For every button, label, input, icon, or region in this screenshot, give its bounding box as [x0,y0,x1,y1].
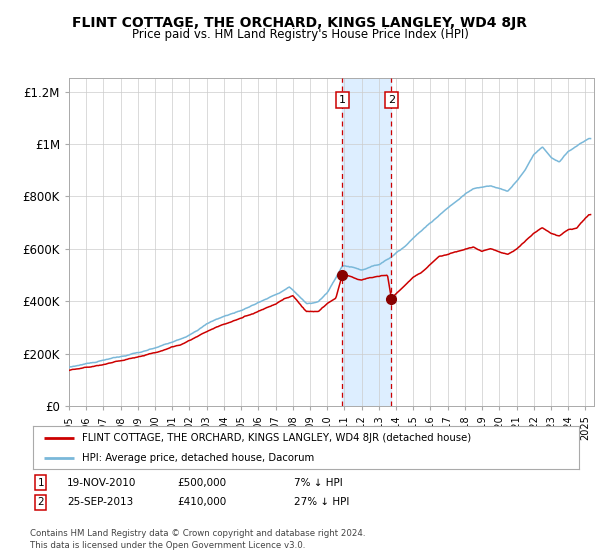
Text: 19-NOV-2010: 19-NOV-2010 [67,478,137,488]
Text: 27% ↓ HPI: 27% ↓ HPI [294,497,349,507]
Text: Contains HM Land Registry data © Crown copyright and database right 2024.
This d: Contains HM Land Registry data © Crown c… [30,529,365,550]
Text: 2: 2 [37,497,44,507]
Text: £500,000: £500,000 [177,478,226,488]
Text: 1: 1 [37,478,44,488]
Text: 1: 1 [339,95,346,105]
Text: HPI: Average price, detached house, Dacorum: HPI: Average price, detached house, Daco… [82,454,314,463]
Text: Price paid vs. HM Land Registry's House Price Index (HPI): Price paid vs. HM Land Registry's House … [131,28,469,41]
Text: 2: 2 [388,95,395,105]
Text: 25-SEP-2013: 25-SEP-2013 [67,497,133,507]
Text: FLINT COTTAGE, THE ORCHARD, KINGS LANGLEY, WD4 8JR (detached house): FLINT COTTAGE, THE ORCHARD, KINGS LANGLE… [82,433,472,443]
Text: FLINT COTTAGE, THE ORCHARD, KINGS LANGLEY, WD4 8JR: FLINT COTTAGE, THE ORCHARD, KINGS LANGLE… [73,16,527,30]
Text: 7% ↓ HPI: 7% ↓ HPI [294,478,343,488]
Bar [343,78,391,406]
Text: £410,000: £410,000 [177,497,226,507]
